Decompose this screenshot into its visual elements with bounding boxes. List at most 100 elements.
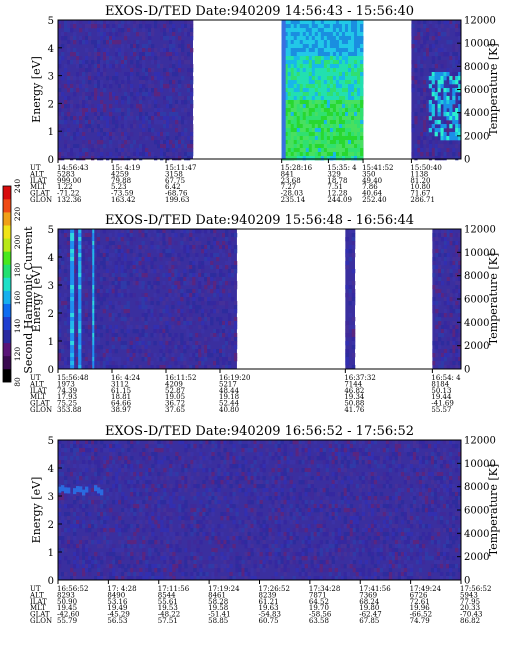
colorbar-tick-label: 200 (13, 235, 22, 250)
orbit-value: 19.44 (431, 393, 452, 401)
orbit-value: -41.69 (431, 400, 453, 408)
y-tick-label: 4 (48, 464, 54, 475)
orbit-value: 5.23 (111, 183, 127, 191)
orbit-value: 7144 (344, 380, 362, 388)
orbit-value: 57.51 (158, 617, 178, 625)
orbit-value: 163.42 (111, 196, 136, 204)
orbit-value: 53.16 (107, 598, 128, 606)
orbit-value: 15:11:47 (165, 164, 196, 172)
orbit-value: 7369 (359, 591, 377, 599)
orbit-value: 52.44 (219, 400, 240, 408)
orbit-value: 19.49 (107, 604, 127, 612)
orbit-row-label: ILAT (30, 598, 47, 606)
orbit-row-label: ILAT (30, 387, 47, 395)
orbit-value: 15: 4:19 (111, 164, 140, 172)
orbit-value: 58.85 (208, 617, 228, 625)
orbit-value: 79.88 (111, 177, 131, 185)
orbit-value: 19.70 (309, 604, 329, 612)
y2-tick-label: 10000 (464, 39, 496, 50)
orbit-value: 19.53 (158, 604, 178, 612)
orbit-value: 235.14 (281, 196, 306, 204)
orbit-value: 4259 (111, 170, 129, 178)
orbit-value: 15:41:52 (362, 164, 393, 172)
colorbar-swatch (3, 225, 11, 239)
orbit-value: 74.39 (57, 387, 77, 395)
spectrogram-panel-2: EXOS-D/TED Date:940209 15:56:48 - 16:56:… (29, 213, 500, 414)
orbit-value: 17:34:28 (309, 585, 340, 593)
orbit-value: 17:49:24 (410, 585, 442, 593)
orbit-value: 19.63 (259, 604, 279, 612)
colorbar-tick-label: 120 (13, 347, 22, 362)
y2-tick-label: 0 (464, 576, 470, 587)
orbit-value: 41.76 (344, 406, 365, 414)
orbit-value: 81.20 (410, 177, 430, 185)
colorbar-swatch (3, 186, 11, 200)
colorbar-swatch (3, 368, 11, 383)
orbit-row-label: MLT (30, 183, 46, 191)
y-tick-label: 5 (48, 436, 54, 447)
orbit-value: 55.79 (57, 617, 77, 625)
orbit-value: 1.22 (57, 183, 73, 191)
orbit-value: -62.47 (359, 611, 381, 619)
orbit-value: -68.76 (165, 190, 188, 198)
orbit-value: 841 (281, 170, 294, 178)
y2-tick-label: 6000 (464, 506, 489, 517)
panel-title: EXOS-D/TED Date:940209 15:56:48 - 16:56:… (105, 213, 414, 228)
orbit-row-label: GLON (30, 196, 52, 204)
orbit-value: 86.82 (460, 617, 480, 625)
colorbar-swatch (3, 212, 11, 226)
colorbar-swatch (3, 316, 11, 331)
colorbar-swatch (3, 290, 11, 304)
colorbar-swatch (3, 355, 11, 370)
y2-tick-label: 0 (464, 365, 470, 376)
orbit-value: 6726 (410, 591, 428, 599)
orbit-value: 16: 4:24 (111, 374, 141, 382)
orbit-value: 67.85 (359, 617, 379, 625)
y-tick-label: 1 (48, 127, 54, 138)
orbit-value: 40.80 (219, 406, 239, 414)
colorbar: 80 120 140 160 180 200 220 240 Second Harmonic C… (2, 179, 35, 387)
orbit-value: 10.80 (410, 183, 430, 191)
orbit-value: 50.88 (344, 400, 364, 408)
spectrogram-panel-3: EXOS-D/TED Date:940209 16:56:52 - 17:56:… (29, 424, 500, 625)
orbit-value: 20.33 (460, 604, 480, 612)
orbit-value: 74.79 (410, 617, 430, 625)
y2-tick-label: 4000 (464, 108, 489, 119)
orbit-value: 350 (362, 170, 375, 178)
orbit-value: 7.51 (327, 183, 343, 191)
orbit-value: 19.45 (57, 604, 77, 612)
orbit-value: 68.24 (359, 598, 380, 606)
orbit-value: 999.00 (57, 177, 82, 185)
orbit-value: 17:41:56 (359, 585, 391, 593)
colorbar-swatch (3, 264, 11, 278)
orbit-value: 16:54: 4 (431, 374, 461, 382)
orbit-value: 61.21 (259, 598, 279, 606)
orbit-row-label: GLAT (30, 190, 50, 198)
colorbar-tick-label: 80 (13, 377, 22, 387)
orbit-value: 16:19:20 (219, 374, 250, 382)
orbit-value: 252.40 (362, 196, 387, 204)
orbit-value: 19.34 (344, 393, 365, 401)
orbit-value: 8184 (431, 380, 449, 388)
orbit-value: 19.96 (410, 604, 431, 612)
orbit-value: 56.53 (107, 617, 127, 625)
orbit-value: 60.75 (259, 617, 279, 625)
orbit-value: 61.15 (111, 387, 131, 395)
colorbar-swatch (3, 238, 11, 252)
panel-title: EXOS-D/TED Date:940209 16:56:52 - 17:56:… (105, 424, 414, 439)
orbit-value: 19.05 (165, 393, 185, 401)
orbit-row-label: MLT (30, 393, 46, 401)
orbit-value: -51.41 (208, 611, 230, 619)
y-tick-label: 3 (48, 492, 54, 503)
orbit-value: 6.42 (165, 183, 181, 191)
orbit-value: 17:56:52 (460, 585, 491, 593)
y-tick-label: 2 (48, 99, 54, 110)
y-tick-label: 3 (48, 72, 54, 83)
orbit-value: 64.52 (309, 598, 329, 606)
orbit-row-label: MLT (30, 604, 46, 612)
orbit-row-label: ILAT (30, 177, 47, 185)
orbit-row-label: UT (30, 585, 41, 593)
orbit-value: 17:19:24 (208, 585, 240, 593)
orbit-value: 3112 (111, 380, 129, 388)
y-axis-label: Energy [eV] (30, 56, 43, 123)
